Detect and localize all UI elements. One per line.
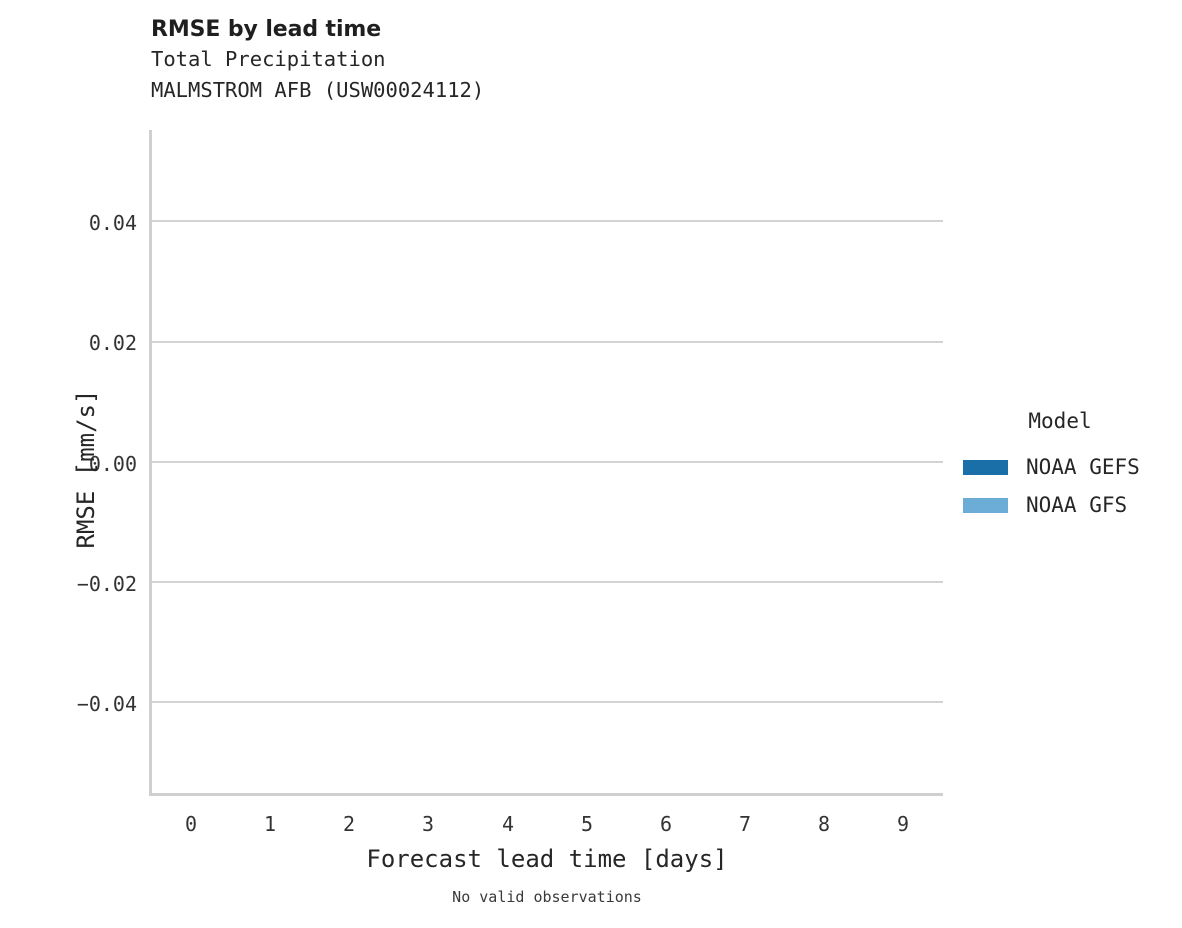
x-tick-label-2: 2 xyxy=(342,812,356,836)
y-tick-label-neg0.04: −0.04 xyxy=(76,692,137,716)
chart-subtitle-variable: Total Precipitation xyxy=(151,47,386,71)
legend-swatch-icon xyxy=(963,459,1008,475)
gridline-neg0.04 xyxy=(151,701,943,703)
x-tick-label-7: 7 xyxy=(738,812,752,836)
gridline-0.04 xyxy=(151,220,943,222)
gridline-0.00 xyxy=(151,461,943,463)
legend-item-noaa-gefs[interactable]: NOAA GEFS xyxy=(955,448,1175,486)
legend-entries: NOAA GEFS NOAA GFS xyxy=(955,448,1175,524)
no-data-annotation: No valid observations xyxy=(452,888,642,906)
legend: Model NOAA GEFS NOAA GFS xyxy=(955,408,1175,524)
y-tick-label-neg0.02: −0.02 xyxy=(76,572,137,596)
x-tick-label-8: 8 xyxy=(817,812,831,836)
axis-spine-bottom xyxy=(149,793,943,796)
axis-spine-left xyxy=(149,130,152,796)
legend-item-label: NOAA GEFS xyxy=(1026,455,1140,479)
x-tick-label-3: 3 xyxy=(421,812,435,836)
legend-swatch-icon xyxy=(963,497,1008,513)
gridline-0.02 xyxy=(151,341,943,343)
chart-title-block: RMSE by lead time Total Precipitation MA… xyxy=(151,16,911,106)
y-tick-label-0.02: 0.02 xyxy=(88,331,137,355)
legend-item-label: NOAA GFS xyxy=(1026,493,1128,517)
y-axis-label: RMSE [mm/s] xyxy=(72,389,100,549)
gridline-neg0.02 xyxy=(151,581,943,583)
page-title: RMSE by lead time xyxy=(151,17,382,42)
x-tick-label-6: 6 xyxy=(659,812,673,836)
y-tick-label-0.04: 0.04 xyxy=(88,211,137,235)
x-tick-label-0: 0 xyxy=(184,812,198,836)
chart-subtitle-station: MALMSTROM AFB (USW00024112) xyxy=(151,78,485,102)
x-tick-label-9: 9 xyxy=(896,812,910,836)
x-tick-label-5: 5 xyxy=(580,812,594,836)
x-axis-label: Forecast lead time [days] xyxy=(366,845,728,873)
legend-item-noaa-gfs[interactable]: NOAA GFS xyxy=(955,486,1175,524)
x-tick-label-1: 1 xyxy=(263,812,277,836)
legend-title: Model xyxy=(1028,409,1092,433)
y-tick-label-0.00: 0.00 xyxy=(88,452,137,476)
x-tick-label-4: 4 xyxy=(501,812,515,836)
